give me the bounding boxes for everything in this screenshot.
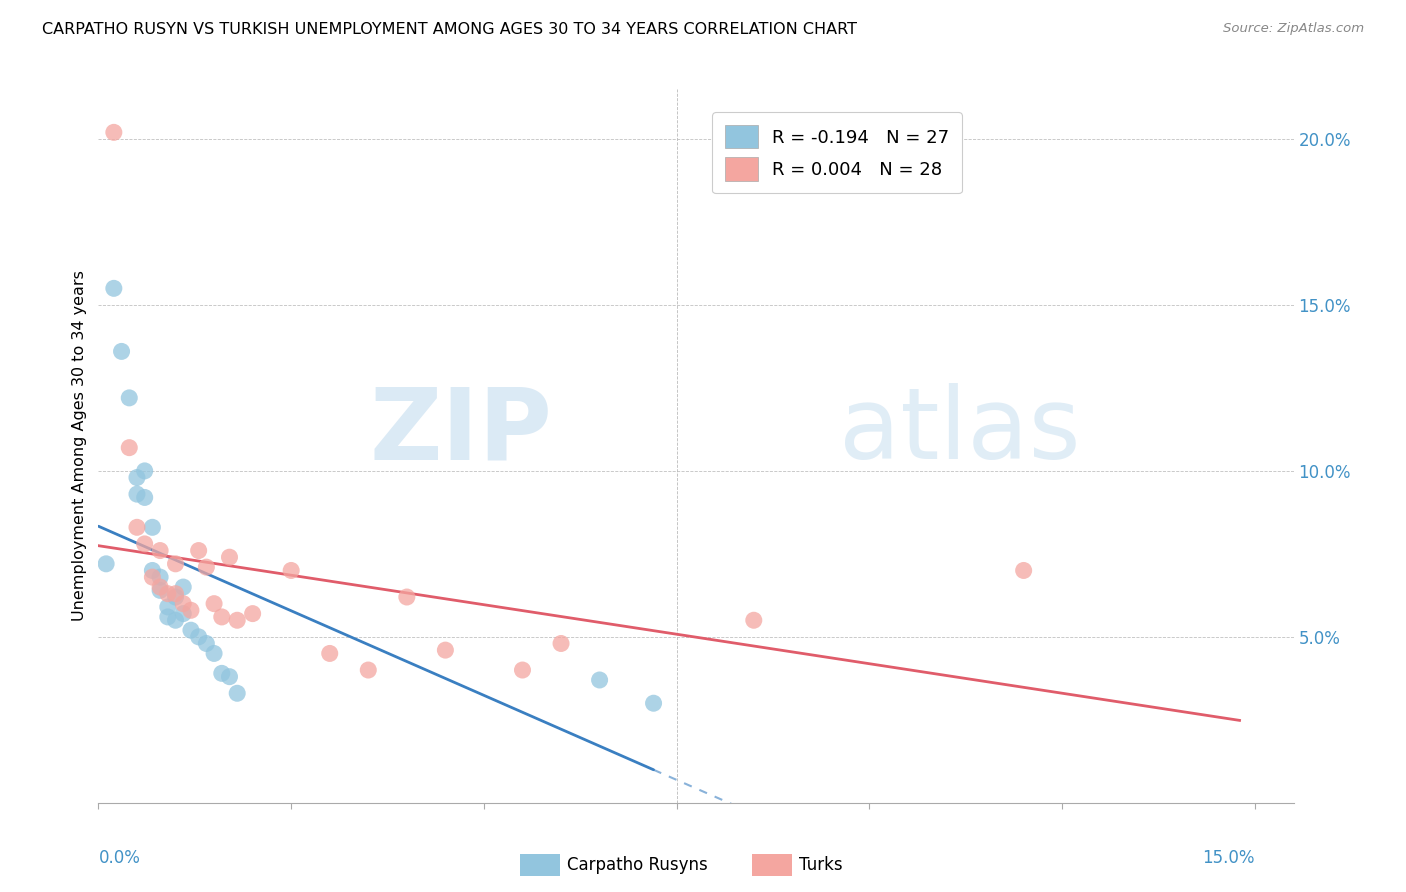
Text: Carpatho Rusyns: Carpatho Rusyns	[567, 856, 707, 874]
Point	[110, 344, 132, 359]
Point	[156, 599, 179, 614]
Text: atlas: atlas	[839, 384, 1081, 480]
Point	[211, 610, 233, 624]
Point	[195, 560, 218, 574]
Point	[134, 491, 156, 505]
Point	[195, 636, 218, 650]
Text: 0.0%: 0.0%	[98, 849, 141, 867]
Point	[395, 590, 418, 604]
Point	[141, 520, 163, 534]
Point	[172, 607, 194, 621]
Point	[180, 624, 202, 638]
Point	[125, 470, 148, 484]
Text: Turks: Turks	[799, 856, 842, 874]
Point	[643, 696, 665, 710]
Text: Source: ZipAtlas.com: Source: ZipAtlas.com	[1223, 22, 1364, 36]
Point	[156, 587, 179, 601]
Point	[141, 564, 163, 578]
Point	[218, 670, 240, 684]
Text: ZIP: ZIP	[370, 384, 553, 480]
Point	[165, 557, 187, 571]
Point	[149, 570, 172, 584]
Point	[357, 663, 380, 677]
Point	[149, 543, 172, 558]
Point	[202, 647, 225, 661]
Text: CARPATHO RUSYN VS TURKISH UNEMPLOYMENT AMONG AGES 30 TO 34 YEARS CORRELATION CHA: CARPATHO RUSYN VS TURKISH UNEMPLOYMENT A…	[42, 22, 858, 37]
Point	[187, 630, 209, 644]
Point	[218, 550, 240, 565]
Point	[319, 647, 342, 661]
Point	[118, 441, 141, 455]
Point	[165, 613, 187, 627]
Point	[226, 686, 249, 700]
Point	[588, 673, 610, 687]
Point	[149, 580, 172, 594]
Point	[550, 636, 572, 650]
Point	[125, 487, 148, 501]
Point	[94, 557, 117, 571]
Point	[242, 607, 264, 621]
Point	[226, 613, 249, 627]
Point	[156, 610, 179, 624]
Point	[202, 597, 225, 611]
Point	[1012, 564, 1035, 578]
Point	[141, 570, 163, 584]
Y-axis label: Unemployment Among Ages 30 to 34 years: Unemployment Among Ages 30 to 34 years	[72, 270, 87, 622]
Point	[180, 603, 202, 617]
Point	[149, 583, 172, 598]
Point	[125, 520, 148, 534]
Point	[134, 537, 156, 551]
Point	[118, 391, 141, 405]
Text: 15.0%: 15.0%	[1202, 849, 1256, 867]
Point	[103, 125, 125, 139]
Point	[134, 464, 156, 478]
Point	[103, 281, 125, 295]
Point	[211, 666, 233, 681]
Point	[165, 587, 187, 601]
Point	[280, 564, 302, 578]
Point	[187, 543, 209, 558]
Legend: R = -0.194   N = 27, R = 0.004   N = 28: R = -0.194 N = 27, R = 0.004 N = 28	[713, 112, 962, 194]
Point	[172, 580, 194, 594]
Point	[434, 643, 457, 657]
Point	[172, 597, 194, 611]
Point	[512, 663, 534, 677]
Point	[165, 590, 187, 604]
Point	[742, 613, 765, 627]
